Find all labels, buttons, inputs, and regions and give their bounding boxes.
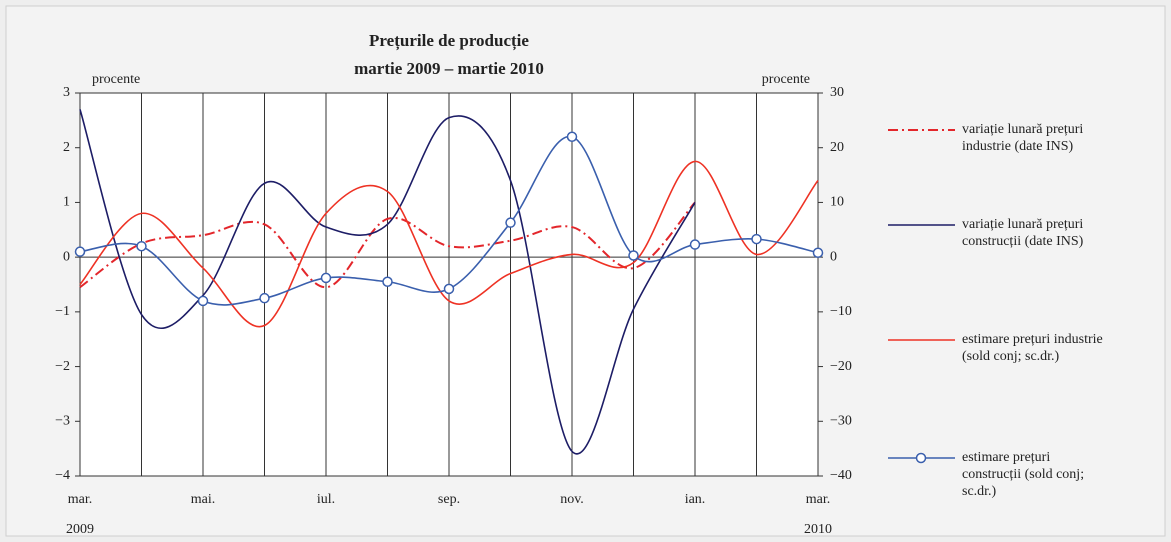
x-year-label: 2010: [804, 522, 832, 537]
chart-subtitle: martie 2009 – martie 2010: [354, 59, 544, 78]
series-marker: [74, 246, 86, 257]
y-tick-label: −1: [55, 304, 70, 319]
x-tick-label: iul.: [317, 492, 335, 507]
series-marker: [320, 272, 332, 284]
legend-label: variație lunară prețuri construcții (dat…: [962, 217, 1084, 249]
y-tick-label: −3: [55, 414, 70, 429]
y-tick-label: −4: [55, 468, 70, 483]
y-tick-label: 3: [63, 85, 70, 100]
chart-title: Prețurile de producție: [369, 31, 529, 51]
y2-tick-label: 10: [830, 195, 844, 210]
x-tick-label: sep.: [438, 492, 460, 507]
series-marker: [751, 233, 762, 245]
series-line: [79, 109, 696, 455]
series-line: [79, 160, 819, 328]
y2-axis-label: procente: [762, 72, 810, 87]
series-marker: [197, 295, 209, 307]
y2-tick-label: 20: [830, 140, 844, 155]
x-year-label: 2009: [66, 522, 94, 537]
legend-marker: [915, 452, 927, 464]
y2-tick-label: −10: [830, 304, 852, 319]
y2-tick-label: −40: [830, 468, 852, 483]
series-line: [79, 201, 696, 289]
x-tick-label: mar.: [806, 492, 831, 507]
legend-label: estimare prețuri construcții (sold conj;…: [962, 450, 1085, 499]
x-tick-label: mar.: [68, 492, 93, 507]
x-tick-label: mai.: [191, 492, 216, 507]
series-marker: [136, 240, 147, 252]
legend-label: variație lunară prețuri industrie (date …: [962, 122, 1084, 154]
series-marker: [566, 131, 578, 143]
y-axis-label: procente: [92, 72, 140, 87]
y-tick-label: 1: [63, 195, 70, 210]
y2-tick-label: 0: [830, 249, 837, 264]
x-tick-label: nov.: [560, 492, 584, 507]
y-tick-label: −2: [55, 359, 70, 374]
y2-tick-label: 30: [830, 85, 844, 100]
series-marker: [812, 247, 824, 259]
series-marker: [505, 217, 516, 228]
series-marker: [628, 250, 639, 261]
y2-tick-label: −20: [830, 359, 852, 374]
legend-label: estimare prețuri industrie (sold conj; s…: [962, 332, 1103, 364]
y-tick-label: 2: [63, 140, 70, 155]
series-marker: [689, 239, 701, 250]
y2-tick-label: −30: [830, 414, 852, 429]
series-marker: [259, 292, 270, 304]
series-marker: [443, 283, 455, 295]
y-tick-label: 0: [63, 249, 70, 264]
x-tick-label: ian.: [685, 492, 706, 507]
series-marker: [382, 276, 393, 288]
